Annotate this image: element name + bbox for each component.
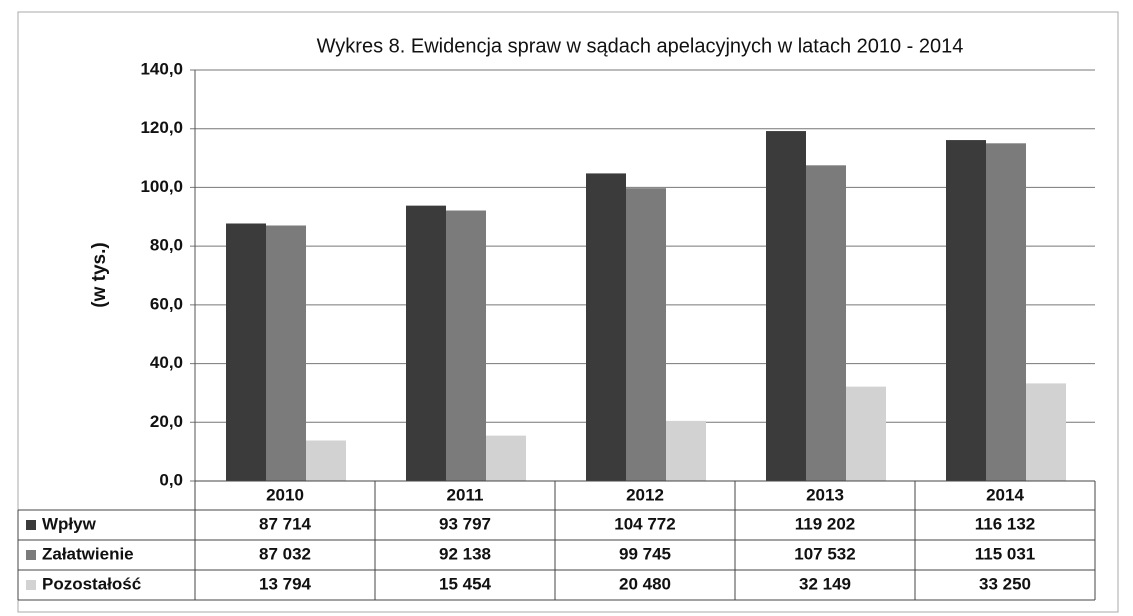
x-tick-label: 2014: [986, 485, 1024, 504]
bar: [666, 420, 706, 481]
table-value: 87 032: [259, 544, 311, 563]
x-tick-label: 2012: [626, 485, 664, 504]
table-value: 119 202: [795, 514, 856, 533]
chart-frame: [17, 11, 1119, 613]
bar: [946, 140, 986, 481]
bar: [846, 386, 886, 481]
table-value: 32 149: [799, 574, 851, 593]
table-value: 104 772: [614, 514, 675, 533]
bar: [266, 225, 306, 481]
y-tick-label: 40,0: [150, 353, 183, 372]
table-value: 33 250: [979, 574, 1031, 593]
legend-label: Wpływ: [42, 514, 97, 533]
table-value: 92 138: [439, 544, 491, 563]
bar: [226, 223, 266, 481]
table-value: 115 031: [975, 544, 1036, 563]
bar: [486, 435, 526, 481]
x-tick-label: 2013: [806, 485, 844, 504]
table-value: 15 454: [439, 574, 492, 593]
y-tick-label: 80,0: [150, 236, 183, 255]
x-tick-label: 2011: [447, 485, 484, 504]
bar: [806, 165, 846, 481]
bar: [306, 440, 346, 481]
y-tick-label: 0,0: [159, 470, 183, 489]
chart-title: Wykres 8. Ewidencja spraw w sądach apela…: [317, 35, 964, 57]
table-value: 99 745: [619, 544, 671, 563]
bar: [586, 173, 626, 481]
bar: [986, 143, 1026, 481]
table-value: 20 480: [619, 574, 671, 593]
y-axis-label: (w tys.): [89, 242, 110, 307]
x-tick-label: 2010: [266, 485, 304, 504]
bar: [766, 131, 806, 481]
bar: [446, 210, 486, 481]
table-value: 116 132: [975, 514, 1036, 533]
bar: [626, 188, 666, 481]
table-value: 87 714: [259, 514, 312, 533]
y-tick-label: 100,0: [140, 177, 183, 196]
y-tick-label: 20,0: [150, 412, 183, 431]
bar: [1026, 383, 1066, 481]
table-value: 107 532: [794, 544, 855, 563]
y-tick-label: 140,0: [140, 59, 183, 78]
y-tick-label: 120,0: [140, 118, 183, 137]
legend-label: Pozostałość: [42, 574, 141, 593]
legend-swatch: [26, 520, 36, 530]
table-value: 93 797: [439, 514, 491, 533]
bar: [406, 205, 446, 482]
legend-swatch: [26, 580, 36, 590]
legend-swatch: [26, 550, 36, 560]
y-tick-label: 60,0: [150, 294, 183, 313]
table-value: 13 794: [259, 574, 312, 593]
legend-label: Załatwienie: [42, 544, 134, 563]
